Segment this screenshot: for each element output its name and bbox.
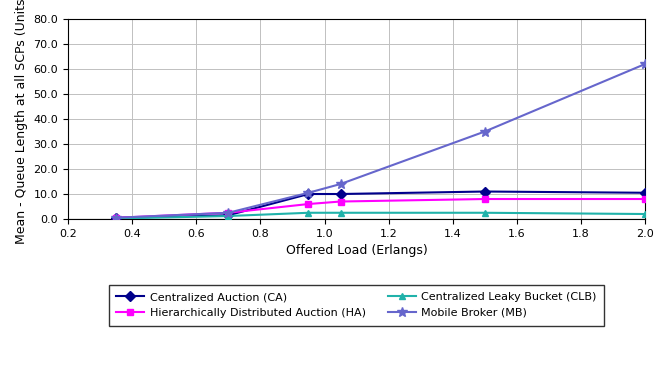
Centralized Auction (CA) [481, 189, 489, 194]
Centralized Auction (CA) [112, 216, 120, 220]
Hierarchically Distributed Auction (HA) [112, 216, 120, 220]
Centralized Leaky Bucket (CLB) [337, 211, 345, 215]
X-axis label: Offered Load (Erlangs): Offered Load (Erlangs) [286, 244, 427, 257]
Centralized Leaky Bucket (CLB) [304, 211, 312, 215]
Mobile Broker (MB) [337, 182, 345, 186]
Legend: Centralized Auction (CA), Hierarchically Distributed Auction (HA), Centralized L: Centralized Auction (CA), Hierarchically… [108, 285, 605, 326]
Centralized Auction (CA) [224, 213, 232, 218]
Hierarchically Distributed Auction (HA) [337, 199, 345, 204]
Line: Mobile Broker (MB): Mobile Broker (MB) [111, 59, 650, 223]
Centralized Auction (CA) [337, 192, 345, 196]
Hierarchically Distributed Auction (HA) [641, 197, 649, 201]
Centralized Auction (CA) [304, 192, 312, 196]
Y-axis label: Mean - Queue Length at all SCPs (Units): Mean - Queue Length at all SCPs (Units) [15, 0, 28, 244]
Centralized Leaky Bucket (CLB) [641, 212, 649, 216]
Centralized Leaky Bucket (CLB) [481, 211, 489, 215]
Centralized Leaky Bucket (CLB) [112, 216, 120, 221]
Mobile Broker (MB) [641, 62, 649, 66]
Centralized Auction (CA) [641, 191, 649, 195]
Mobile Broker (MB) [112, 216, 120, 220]
Mobile Broker (MB) [304, 191, 312, 195]
Line: Centralized Leaky Bucket (CLB): Centralized Leaky Bucket (CLB) [112, 209, 649, 222]
Hierarchically Distributed Auction (HA) [481, 197, 489, 201]
Line: Hierarchically Distributed Auction (HA): Hierarchically Distributed Auction (HA) [112, 196, 649, 221]
Mobile Broker (MB) [224, 211, 232, 215]
Centralized Leaky Bucket (CLB) [224, 214, 232, 218]
Hierarchically Distributed Auction (HA) [304, 202, 312, 206]
Hierarchically Distributed Auction (HA) [224, 211, 232, 215]
Line: Centralized Auction (CA): Centralized Auction (CA) [112, 188, 649, 221]
Mobile Broker (MB) [481, 129, 489, 134]
